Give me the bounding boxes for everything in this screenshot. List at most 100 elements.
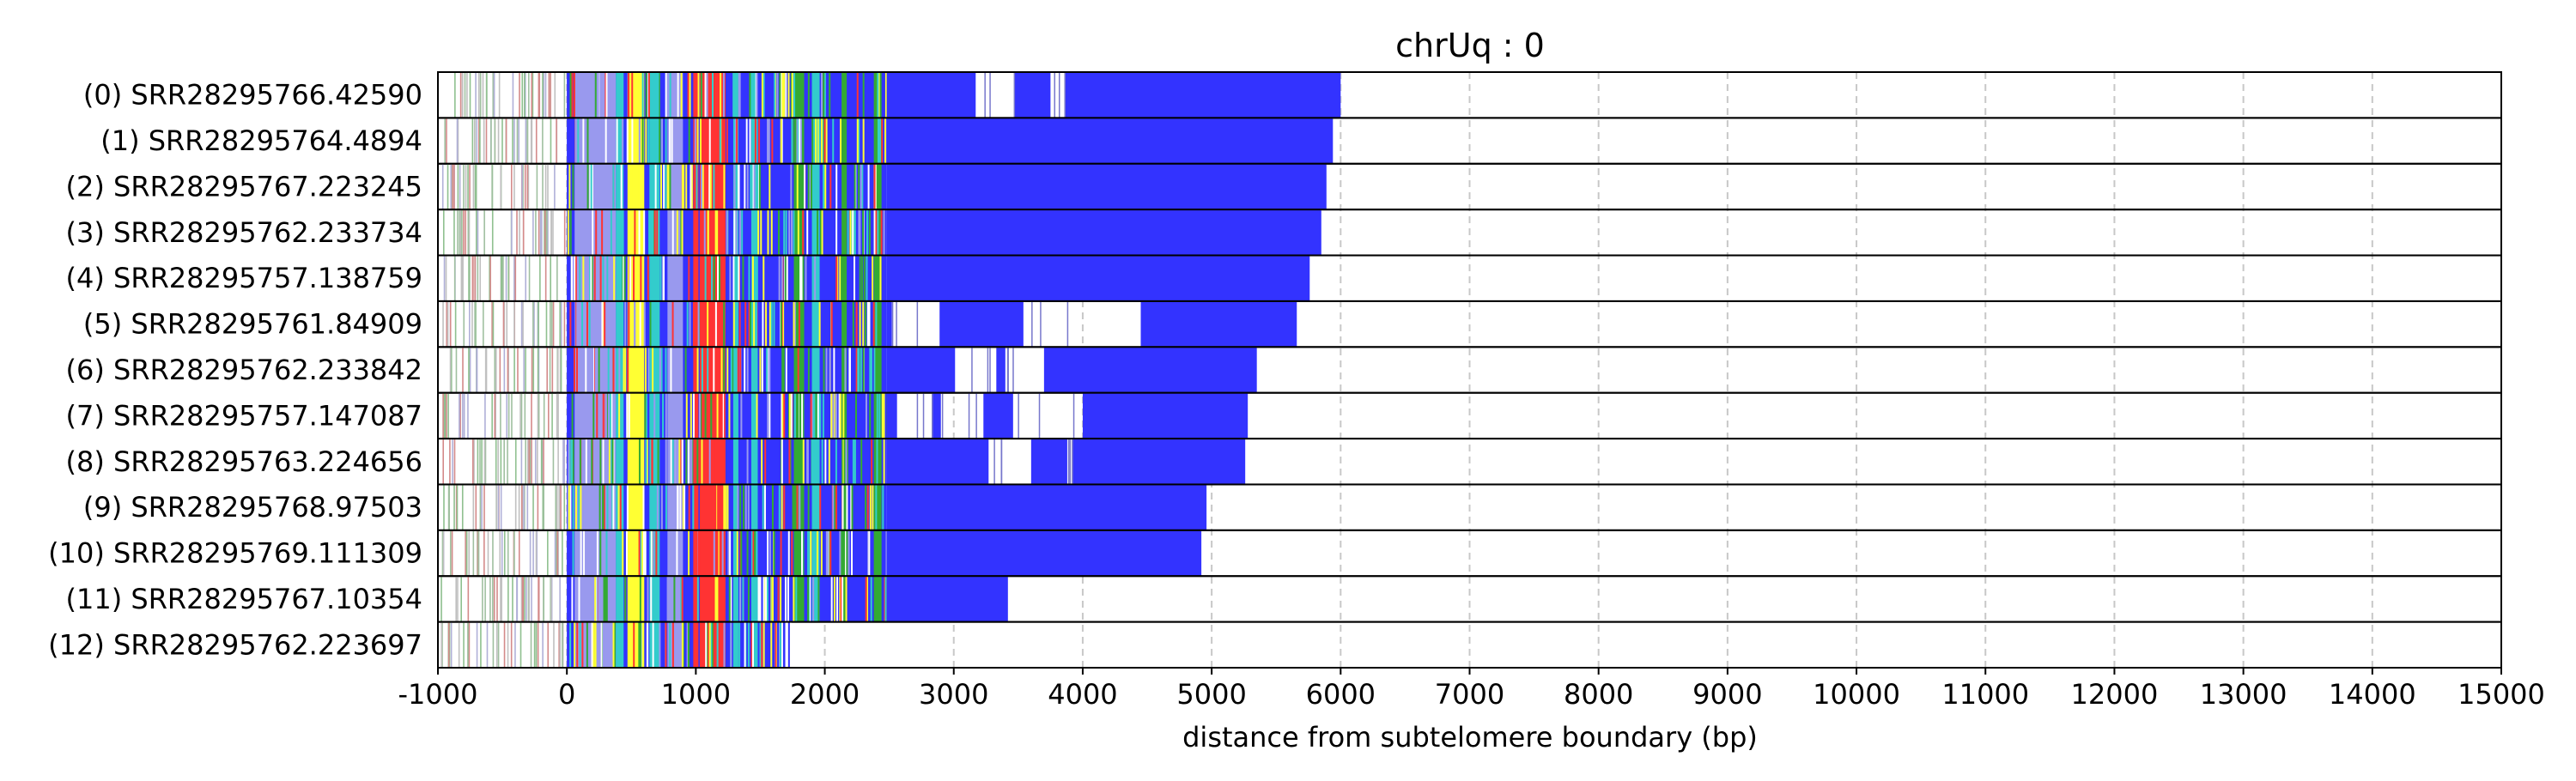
subtelomere-mark	[524, 72, 526, 118]
telomere-block	[886, 576, 1008, 622]
variant-mark	[752, 530, 755, 577]
subtelomere-mark	[550, 118, 552, 164]
variant-mark	[580, 530, 582, 577]
variant-block	[574, 300, 617, 348]
subtelomere-mark	[554, 163, 556, 210]
variant-mark	[576, 621, 579, 668]
variant-mark	[793, 576, 795, 622]
variant-mark	[647, 72, 650, 118]
subtelomere-mark	[491, 163, 493, 210]
variant-mark	[829, 347, 831, 393]
subtelomere-mark	[559, 621, 562, 668]
subtelomere-mark	[493, 72, 495, 118]
subtelomere-mark	[520, 484, 523, 530]
variant-mark	[726, 209, 728, 256]
variant-mark	[645, 439, 647, 485]
subtelomere-mark	[500, 392, 501, 439]
variant-block	[567, 530, 575, 577]
variant-mark	[670, 347, 672, 393]
variant-mark	[704, 392, 707, 439]
variant-mark	[781, 392, 783, 439]
subtelomere-mark	[501, 255, 503, 301]
subtelomere-mark	[445, 255, 447, 301]
variant-mark	[823, 72, 826, 118]
variant-mark	[590, 163, 592, 210]
variant-mark	[781, 392, 784, 439]
subtelomere-mark	[477, 439, 479, 485]
variant-mark	[738, 621, 741, 668]
subtelomere-mark	[474, 255, 476, 301]
x-tick-label: 14000	[2329, 678, 2416, 711]
subtelomere-mark	[547, 163, 549, 210]
variant-mark	[602, 392, 605, 439]
subtelomere-mark	[539, 209, 542, 256]
variant-mark	[669, 118, 671, 164]
variant-block	[811, 576, 820, 622]
variant-mark	[643, 300, 646, 348]
variant-mark	[616, 118, 618, 164]
variant-mark	[770, 300, 773, 348]
variant-mark	[612, 484, 615, 530]
variant-mark	[609, 392, 611, 439]
variant-block	[649, 300, 660, 348]
variant-mark	[708, 621, 711, 668]
variant-mark	[681, 439, 683, 485]
variant-mark	[781, 347, 784, 393]
subtelomere-mark	[520, 392, 523, 439]
variant-block	[649, 576, 660, 622]
variant-mark	[800, 255, 803, 301]
variant-mark	[759, 621, 762, 668]
variant-mark	[734, 621, 737, 668]
variant-mark	[869, 392, 872, 439]
subtelomere-mark	[479, 72, 482, 118]
subtelomere-mark	[545, 300, 548, 348]
subtelomere-mark	[527, 163, 530, 210]
subtelomere-mark	[523, 484, 525, 530]
subtelomere-mark	[532, 72, 534, 118]
subtelomere-mark	[550, 255, 552, 301]
read-row: (7) SRR28295757.147087	[66, 391, 2502, 440]
subtelomere-mark	[481, 484, 483, 530]
variant-mark	[859, 255, 861, 301]
variant-mark	[649, 300, 652, 348]
subtelomere-mark	[468, 300, 471, 348]
subtelomere-mark	[487, 530, 489, 577]
variant-mark	[721, 530, 724, 577]
variant-mark	[842, 439, 845, 485]
variant-mark	[624, 300, 627, 348]
variant-mark	[681, 621, 683, 668]
subtelomere-mark	[563, 300, 566, 348]
subtelomere-mark	[482, 72, 484, 118]
variant-mark	[810, 530, 812, 577]
variant-mark	[680, 72, 683, 118]
variant-block	[649, 255, 660, 301]
variant-mark	[589, 255, 592, 301]
variant-mark	[761, 347, 763, 393]
variant-mark	[769, 300, 771, 348]
subtelomere-mark	[481, 439, 483, 485]
variant-mark	[863, 255, 866, 301]
variant-mark	[612, 163, 615, 210]
variant-mark	[760, 209, 762, 256]
subtelomere-mark	[464, 72, 466, 118]
variant-mark	[608, 439, 611, 485]
variant-mark	[580, 118, 583, 164]
variant-mark	[770, 209, 773, 256]
subtelomere-mark	[559, 347, 562, 393]
variant-block	[616, 621, 624, 668]
variant-mark	[738, 163, 740, 210]
subtelomere-mark	[483, 118, 485, 164]
variant-mark	[799, 484, 801, 530]
variant-mark	[877, 72, 879, 118]
variant-mark	[858, 118, 860, 164]
variant-block	[793, 439, 805, 485]
variant-mark	[665, 484, 667, 530]
subtelomere-mark	[556, 530, 557, 577]
subtelomere-mark	[491, 209, 494, 256]
variant-mark	[713, 347, 715, 393]
variant-mark	[719, 255, 721, 301]
variant-mark	[620, 621, 623, 668]
variant-mark	[819, 392, 822, 439]
variant-mark	[671, 439, 674, 485]
subtelomere-mark	[455, 576, 457, 622]
